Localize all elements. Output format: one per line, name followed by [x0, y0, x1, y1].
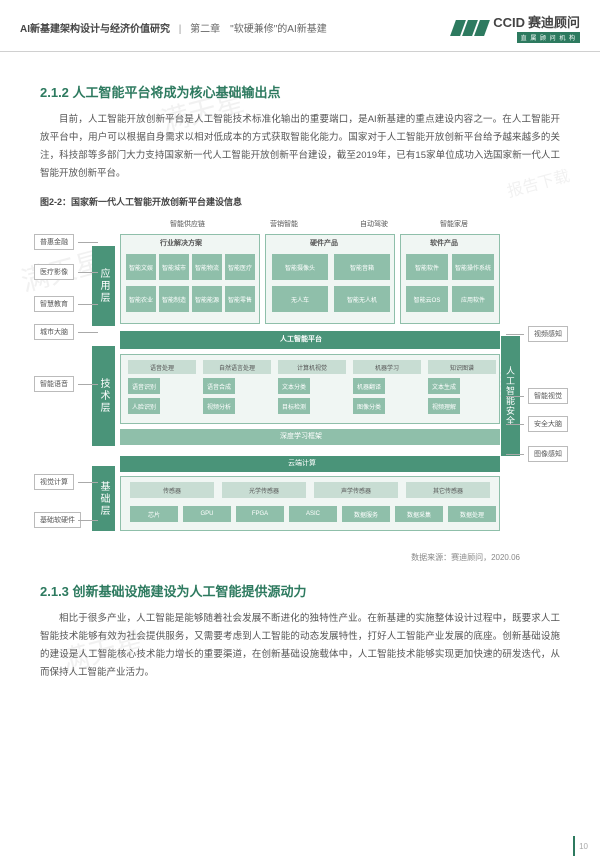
mini-box	[78, 272, 98, 273]
mini-box	[78, 520, 98, 521]
mini-box	[78, 242, 98, 243]
brand-cn: 赛迪顾问	[528, 12, 580, 31]
page-content: 2.1.2 人工智能平台将成为核心基础输出点 目前，人工智能开放创新平台是人工智…	[0, 52, 600, 700]
separator: |	[179, 24, 182, 35]
section-body-212: 目前，人工智能开放创新平台是人工智能技术标准化输出的重要端口，是AI新基建的重点…	[40, 111, 560, 183]
header-title: AI新基建架构设计与经济价值研究 | 第二章 "软硬兼修"的AI新基建	[20, 20, 327, 35]
mini-box	[506, 334, 524, 335]
mini-box: 视觉计算	[34, 474, 74, 490]
mini-box: 自然语言处理	[203, 360, 271, 374]
mini-box	[506, 454, 524, 455]
mini-box: 语音识别	[128, 378, 160, 394]
mini-box: 机器翻译	[353, 378, 385, 394]
mini-box: 智能云OS	[406, 286, 448, 312]
mini-box: GPU	[183, 506, 231, 522]
mini-box: ASIC	[289, 506, 337, 522]
doc-title: AI新基建架构设计与经济价值研究	[20, 24, 170, 35]
mini-box: 城市大脑	[34, 324, 74, 340]
layer-tech: 技术层	[92, 346, 115, 446]
mini-box: 智能能源	[192, 286, 222, 312]
mini-box	[78, 304, 98, 305]
page-number: 10	[579, 842, 588, 851]
mini-box	[78, 482, 98, 483]
mini-box: 计算机视觉	[278, 360, 346, 374]
row-label: 云端计算	[288, 458, 316, 468]
mini-box: 数据处理	[448, 506, 496, 522]
mini-box	[78, 384, 98, 385]
brand-text-col: CCID 赛迪顾问 直 属 顾 问 机 构	[493, 12, 580, 43]
mini-box: 智能制造	[159, 286, 189, 312]
architecture-diagram: 应用层 技术层 基础层 人工智能安全 智能供应链 营销智能 自动驾驶 智能家居 …	[40, 216, 560, 546]
mini-box: 数据采集	[395, 506, 443, 522]
mini-box: 应用软件	[452, 286, 494, 312]
mini-box	[78, 332, 98, 333]
row-label: 行业解决方案	[160, 238, 202, 248]
mini-box: 知识图谱	[428, 360, 496, 374]
mini-box: 光学传感器	[222, 482, 306, 498]
page-header: AI新基建架构设计与经济价值研究 | 第二章 "软硬兼修"的AI新基建 CCID…	[0, 0, 600, 52]
section-heading-213: 2.1.3 创新基础设施建设为人工智能提供源动力	[40, 581, 560, 600]
section-heading-212: 2.1.2 人工智能平台将成为核心基础输出点	[40, 82, 560, 101]
mini-box: 语音合成	[203, 378, 235, 394]
section-body-213: 相比于很多产业，人工智能是能够随着社会发展不断进化的独特性产业。在新基建的实施整…	[40, 610, 560, 682]
brand-tag: 直 属 顾 问 机 构	[517, 32, 580, 43]
logo-icon	[453, 20, 487, 36]
mini-box: 普惠金融	[34, 234, 74, 250]
mini-box: 目标检测	[278, 398, 310, 414]
row-label: 硬件产品	[310, 238, 338, 248]
mini-box: 医疗影像	[34, 264, 74, 280]
mini-box: 智能零售	[225, 286, 255, 312]
mini-box: 智能操作系统	[452, 254, 494, 280]
mini-box: 智能农业	[126, 286, 156, 312]
mini-box: 视频理解	[428, 398, 460, 414]
brand-block: CCID 赛迪顾问 直 属 顾 问 机 构	[453, 12, 580, 43]
mini-box: 视频感知	[528, 326, 568, 342]
mini-box: 数据服务	[342, 506, 390, 522]
layer-base: 基础层	[92, 466, 115, 531]
mini-box: 智能软件	[406, 254, 448, 280]
mini-box: 文本生成	[428, 378, 460, 394]
mini-box	[506, 396, 524, 397]
mini-box: 人脸识别	[128, 398, 160, 414]
mini-box: 视频分析	[203, 398, 235, 414]
mini-box: 其它传感器	[406, 482, 490, 498]
mini-box: 智能文娱	[126, 254, 156, 280]
mini-box: 智能医疗	[225, 254, 255, 280]
mini-box: 无人车	[272, 286, 328, 312]
row-label: 深度学习框架	[280, 431, 322, 441]
row-label: 人工智能平台	[280, 334, 322, 344]
brand-en: CCID	[493, 15, 525, 30]
mini-box	[506, 424, 524, 425]
cat-label: 自动驾驶	[360, 219, 388, 229]
mini-box: 图像感知	[528, 446, 568, 462]
mini-box: 智能语音	[34, 376, 74, 392]
mini-box: 芯片	[130, 506, 178, 522]
page-footer: 10	[573, 836, 588, 856]
figure-caption: 图2-2：国家新一代人工智能开放创新平台建设信息	[40, 195, 560, 208]
cat-label: 智能家居	[440, 219, 468, 229]
mini-box: 智慧教育	[34, 296, 74, 312]
mini-box: 基础软硬件	[34, 512, 81, 528]
mini-box: FPGA	[236, 506, 284, 522]
cat-label: 智能供应链	[170, 219, 205, 229]
mini-box: 安全大脑	[528, 416, 568, 432]
mini-box: 机器学习	[353, 360, 421, 374]
layer-app: 应用层	[92, 246, 115, 326]
footer-accent	[573, 836, 575, 856]
mini-box: 智能摄像头	[272, 254, 328, 280]
mini-box: 智能物流	[192, 254, 222, 280]
row-label: 软件产品	[430, 238, 458, 248]
mini-box: 图像分类	[353, 398, 385, 414]
mini-box: 智能视觉	[528, 388, 568, 404]
mini-box: 智能音箱	[334, 254, 390, 280]
mini-box: 文本分类	[278, 378, 310, 394]
cat-label: 营销智能	[270, 219, 298, 229]
mini-box: 智能无人机	[334, 286, 390, 312]
mini-box: 智能城市	[159, 254, 189, 280]
mini-box: 传感器	[130, 482, 214, 498]
mini-box: 语音处理	[128, 360, 196, 374]
mini-box: 声学传感器	[314, 482, 398, 498]
figure-source: 数据来源：赛迪顾问，2020.06	[40, 552, 520, 563]
chapter-title: 第二章 "软硬兼修"的AI新基建	[190, 24, 327, 35]
